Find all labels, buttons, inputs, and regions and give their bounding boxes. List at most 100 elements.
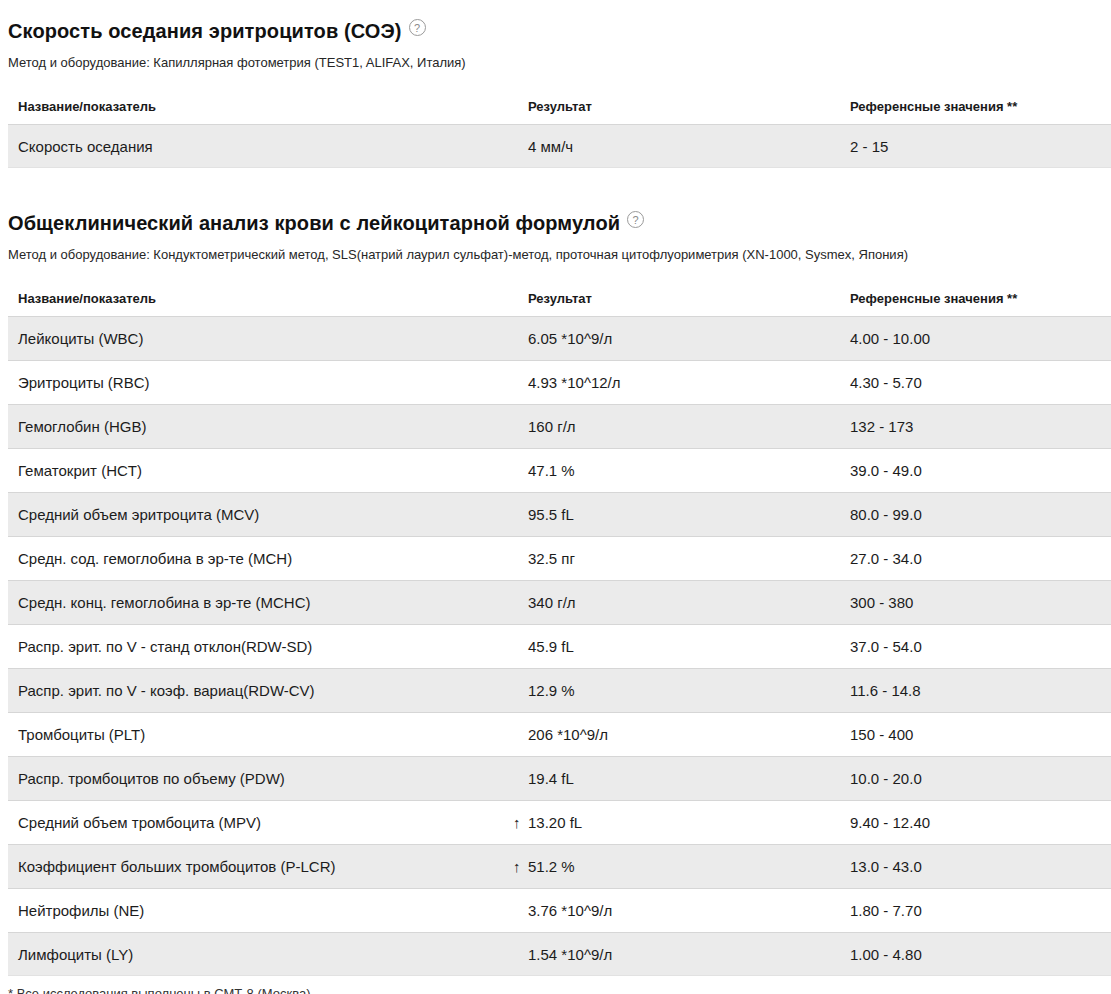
reference-range: 80.0 - 99.0 bbox=[840, 506, 1111, 523]
reference-range: 1.00 - 4.80 bbox=[840, 946, 1111, 963]
parameter-name: Средний объем эритроцита (MCV) bbox=[8, 506, 518, 523]
table-header-row: Название/показатель Результат Референсны… bbox=[8, 88, 1111, 124]
parameter-name: Распр. эрит. по V - коэф. вариац(RDW-CV) bbox=[8, 682, 518, 699]
table-row: Распр. эрит. по V - станд отклон(RDW-SD)… bbox=[8, 624, 1111, 668]
result-cell: 6.05 *10^9/л bbox=[518, 330, 840, 347]
reference-range: 4.30 - 5.70 bbox=[840, 374, 1111, 391]
result-cell: ↑51.2 % bbox=[518, 858, 840, 875]
result-cell: 32.5 пг bbox=[518, 550, 840, 567]
parameter-name: Нейтрофилы (NE) bbox=[8, 902, 518, 919]
column-header-result: Результат bbox=[518, 291, 840, 306]
lab-results-page: Скорость оседания эритроцитов (СОЭ)? Мет… bbox=[0, 0, 1111, 994]
table-row: Тромбоциты (PLT) 206 *10^9/л 150 - 400 bbox=[8, 712, 1111, 756]
reference-range: 13.0 - 43.0 bbox=[840, 858, 1111, 875]
parameter-name: Эритроциты (RBC) bbox=[8, 374, 518, 391]
result-value: 6.05 *10^9/л bbox=[528, 330, 612, 347]
reference-footnote: * Все исследования выполнены в СМТ-8 (Мо… bbox=[8, 986, 1111, 994]
table-body: Скорость оседания 4 мм/ч 2 - 15 bbox=[8, 124, 1111, 168]
high-arrow-icon: ↑ bbox=[513, 858, 528, 875]
result-value: 3.76 *10^9/л bbox=[528, 902, 612, 919]
result-cell: 206 *10^9/л bbox=[518, 726, 840, 743]
parameter-name: Тромбоциты (PLT) bbox=[8, 726, 518, 743]
result-value: 32.5 пг bbox=[528, 550, 575, 567]
table-row: Средний объем эритроцита (MCV) 95.5 fL 8… bbox=[8, 492, 1111, 536]
parameter-name: Лейкоциты (WBC) bbox=[8, 330, 518, 347]
result-cell: 45.9 fL bbox=[518, 638, 840, 655]
results-table-cbc: Название/показатель Результат Референсны… bbox=[8, 280, 1111, 976]
result-value: 160 г/л bbox=[528, 418, 576, 435]
result-value: 340 г/л bbox=[528, 594, 576, 611]
parameter-name: Коэффициент больших тромбоцитов (P-LCR) bbox=[8, 858, 518, 875]
section-esr: Скорость оседания эритроцитов (СОЭ)? Мет… bbox=[8, 20, 1111, 168]
result-value: 12.9 % bbox=[528, 682, 575, 699]
table-row: Распр. тромбоцитов по объему (PDW) 19.4 … bbox=[8, 756, 1111, 800]
table-body: Лейкоциты (WBC) 6.05 *10^9/л 4.00 - 10.0… bbox=[8, 316, 1111, 976]
reference-range: 10.0 - 20.0 bbox=[840, 770, 1111, 787]
table-row: Средний объем тромбоцита (MPV) ↑13.20 fL… bbox=[8, 800, 1111, 844]
parameter-name: Скорость оседания bbox=[8, 138, 518, 155]
parameter-name: Гематокрит (HCT) bbox=[8, 462, 518, 479]
table-row: Эритроциты (RBC) 4.93 *10^12/л 4.30 - 5.… bbox=[8, 360, 1111, 404]
parameter-name: Лимфоциты (LY) bbox=[8, 946, 518, 963]
section-title: Общеклинический анализ крови с лейкоцита… bbox=[8, 212, 1111, 235]
column-header-result: Результат bbox=[518, 99, 840, 114]
result-cell: 12.9 % bbox=[518, 682, 840, 699]
result-value: 47.1 % bbox=[528, 462, 575, 479]
result-value: 13.20 fL bbox=[528, 814, 582, 831]
result-cell: 160 г/л bbox=[518, 418, 840, 435]
result-cell: 340 г/л bbox=[518, 594, 840, 611]
results-table-esr: Название/показатель Результат Референсны… bbox=[8, 88, 1111, 168]
reference-range: 11.6 - 14.8 bbox=[840, 682, 1111, 699]
table-row: Нейтрофилы (NE) 3.76 *10^9/л 1.80 - 7.70 bbox=[8, 888, 1111, 932]
reference-range: 27.0 - 34.0 bbox=[840, 550, 1111, 567]
result-cell: 4.93 *10^12/л bbox=[518, 374, 840, 391]
reference-range: 9.40 - 12.40 bbox=[840, 814, 1111, 831]
parameter-name: Распр. тромбоцитов по объему (PDW) bbox=[8, 770, 518, 787]
column-header-reference: Референсные значения ** bbox=[840, 99, 1111, 114]
table-row: Коэффициент больших тромбоцитов (P-LCR) … bbox=[8, 844, 1111, 888]
result-value: 1.54 *10^9/л bbox=[528, 946, 612, 963]
table-row: Распр. эрит. по V - коэф. вариац(RDW-CV)… bbox=[8, 668, 1111, 712]
reference-range: 1.80 - 7.70 bbox=[840, 902, 1111, 919]
result-cell: ↑13.20 fL bbox=[518, 814, 840, 831]
result-cell: 47.1 % bbox=[518, 462, 840, 479]
parameter-name: Средний объем тромбоцита (MPV) bbox=[8, 814, 518, 831]
reference-range: 4.00 - 10.00 bbox=[840, 330, 1111, 347]
table-row: Скорость оседания 4 мм/ч 2 - 15 bbox=[8, 124, 1111, 168]
column-header-reference: Референсные значения ** bbox=[840, 291, 1111, 306]
method-equipment-text: Метод и оборудование: Капиллярная фотоме… bbox=[8, 55, 1111, 70]
table-row: Лейкоциты (WBC) 6.05 *10^9/л 4.00 - 10.0… bbox=[8, 316, 1111, 360]
table-row: Средн. конц. гемоглобина в эр-те (MCHC) … bbox=[8, 580, 1111, 624]
result-value: 206 *10^9/л bbox=[528, 726, 608, 743]
table-row: Гематокрит (HCT) 47.1 % 39.0 - 49.0 bbox=[8, 448, 1111, 492]
result-value: 45.9 fL bbox=[528, 638, 574, 655]
result-value: 95.5 fL bbox=[528, 506, 574, 523]
reference-range: 300 - 380 bbox=[840, 594, 1111, 611]
result-cell: 4 мм/ч bbox=[518, 138, 840, 155]
column-header-name: Название/показатель bbox=[8, 291, 518, 306]
method-equipment-text: Метод и оборудование: Кондуктометрически… bbox=[8, 247, 1111, 262]
reference-range: 39.0 - 49.0 bbox=[840, 462, 1111, 479]
parameter-name: Гемоглобин (HGB) bbox=[8, 418, 518, 435]
result-value: 4 мм/ч bbox=[528, 138, 573, 155]
parameter-name: Средн. конц. гемоглобина в эр-те (MCHC) bbox=[8, 594, 518, 611]
result-value: 51.2 % bbox=[528, 858, 575, 875]
result-value: 19.4 fL bbox=[528, 770, 574, 787]
section-title: Скорость оседания эритроцитов (СОЭ)? bbox=[8, 20, 1111, 43]
column-header-name: Название/показатель bbox=[8, 99, 518, 114]
result-cell: 1.54 *10^9/л bbox=[518, 946, 840, 963]
result-value: 4.93 *10^12/л bbox=[528, 374, 621, 391]
result-cell: 3.76 *10^9/л bbox=[518, 902, 840, 919]
reference-range: 150 - 400 bbox=[840, 726, 1111, 743]
table-header-row: Название/показатель Результат Референсны… bbox=[8, 280, 1111, 316]
table-row: Лимфоциты (LY) 1.54 *10^9/л 1.00 - 4.80 bbox=[8, 932, 1111, 976]
help-icon[interactable]: ? bbox=[627, 211, 644, 228]
high-arrow-icon: ↑ bbox=[513, 814, 528, 831]
reference-range: 2 - 15 bbox=[840, 138, 1111, 155]
parameter-name: Распр. эрит. по V - станд отклон(RDW-SD) bbox=[8, 638, 518, 655]
section-title-text: Общеклинический анализ крови с лейкоцита… bbox=[8, 212, 620, 234]
section-title-text: Скорость оседания эритроцитов (СОЭ) bbox=[8, 20, 402, 42]
reference-range: 37.0 - 54.0 bbox=[840, 638, 1111, 655]
help-icon[interactable]: ? bbox=[409, 19, 426, 36]
parameter-name: Средн. сод. гемоглобина в эр-те (MCH) bbox=[8, 550, 518, 567]
